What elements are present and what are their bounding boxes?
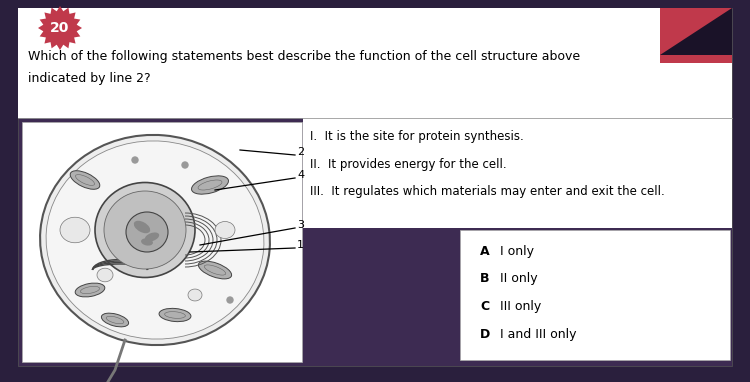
- FancyBboxPatch shape: [22, 122, 302, 362]
- Circle shape: [227, 297, 233, 303]
- FancyBboxPatch shape: [18, 8, 732, 366]
- FancyBboxPatch shape: [460, 230, 730, 360]
- Text: indicated by line 2?: indicated by line 2?: [28, 72, 151, 85]
- Text: I and III only: I and III only: [500, 328, 577, 341]
- Ellipse shape: [97, 268, 113, 282]
- Text: D: D: [480, 328, 490, 341]
- Text: Which of the following statements best describe the function of the cell structu: Which of the following statements best d…: [28, 50, 580, 63]
- Ellipse shape: [141, 238, 153, 246]
- Text: III.  It regulates which materials may enter and exit the cell.: III. It regulates which materials may en…: [310, 185, 664, 198]
- Ellipse shape: [199, 261, 232, 279]
- Text: III only: III only: [500, 300, 542, 313]
- Polygon shape: [38, 6, 82, 50]
- Text: I only: I only: [500, 245, 534, 258]
- Text: II only: II only: [500, 272, 538, 285]
- Ellipse shape: [60, 217, 90, 243]
- Circle shape: [132, 157, 138, 163]
- Ellipse shape: [215, 222, 235, 238]
- Ellipse shape: [40, 135, 270, 345]
- Ellipse shape: [188, 289, 202, 301]
- Ellipse shape: [145, 233, 159, 241]
- Ellipse shape: [46, 141, 264, 339]
- Ellipse shape: [126, 212, 168, 252]
- Ellipse shape: [101, 313, 128, 327]
- Text: 20: 20: [50, 21, 70, 35]
- Ellipse shape: [191, 176, 229, 194]
- FancyBboxPatch shape: [303, 118, 732, 228]
- FancyBboxPatch shape: [660, 8, 732, 63]
- Ellipse shape: [134, 221, 150, 233]
- Text: B: B: [480, 272, 490, 285]
- Ellipse shape: [70, 171, 100, 189]
- Circle shape: [182, 162, 188, 168]
- Text: 2: 2: [297, 147, 304, 157]
- Ellipse shape: [159, 308, 191, 322]
- Text: 4: 4: [297, 170, 304, 180]
- Text: A: A: [480, 245, 490, 258]
- Text: II.  It provides energy for the cell.: II. It provides energy for the cell.: [310, 158, 507, 171]
- Ellipse shape: [75, 283, 105, 297]
- Ellipse shape: [104, 191, 186, 269]
- FancyBboxPatch shape: [18, 8, 732, 118]
- Text: I.  It is the site for protein synthesis.: I. It is the site for protein synthesis.: [310, 130, 524, 143]
- Polygon shape: [660, 8, 732, 55]
- Text: C: C: [480, 300, 489, 313]
- Ellipse shape: [95, 183, 195, 277]
- Text: 3: 3: [297, 220, 304, 230]
- Text: 1: 1: [297, 240, 304, 250]
